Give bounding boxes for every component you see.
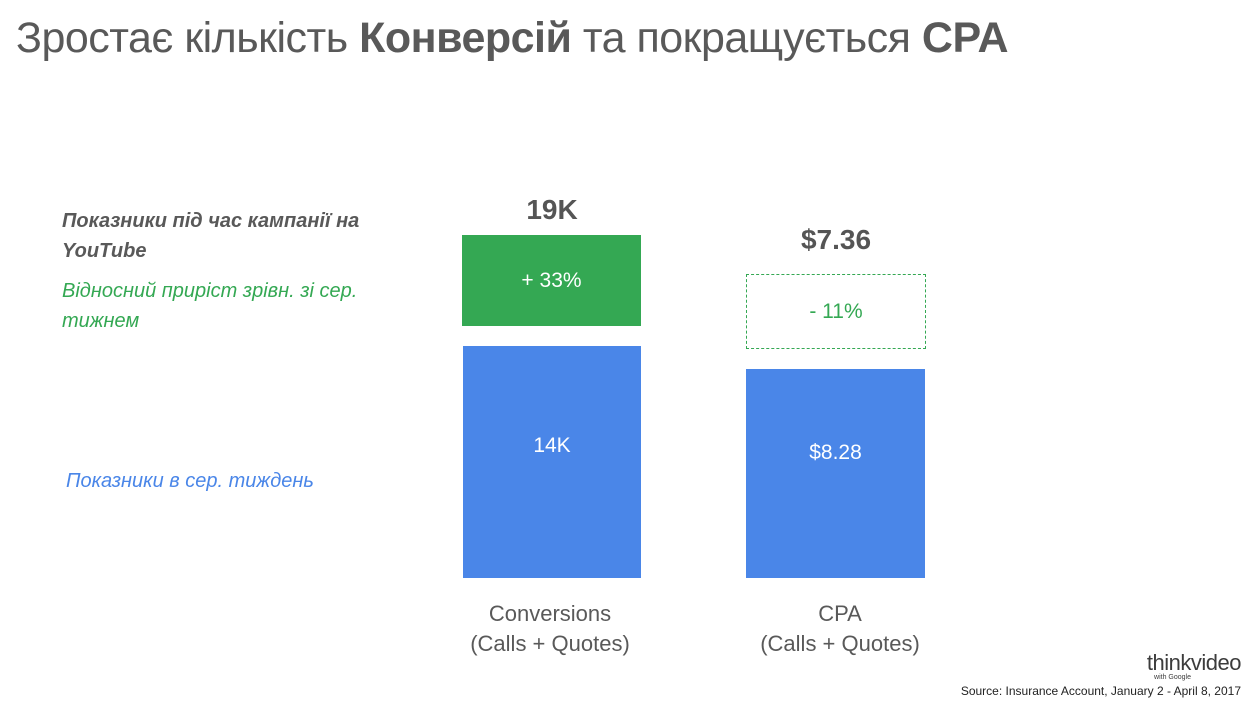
thinkvideo-logo: thinkvideo with Google — [1121, 650, 1242, 682]
cpa-decrease-bar: - 11% — [746, 274, 926, 349]
cpa-category-label: CPA (Calls + Quotes) — [720, 599, 960, 659]
conversions-growth-bar: + 33% — [462, 235, 641, 326]
conversions-category-line2: (Calls + Quotes) — [470, 631, 630, 656]
legend-growth: Відносний приріст зрівн. зі сер. тижнем — [62, 280, 358, 332]
cpa-category-line1: CPA — [818, 601, 862, 626]
title-bold-cpa: CPA — [921, 14, 1009, 62]
cpa-total-label: $7.36 — [800, 224, 872, 255]
cpa-base-label: $8.28 — [809, 441, 862, 464]
logo-sub-text: with Google — [1154, 674, 1191, 681]
conversions-base-label: 14K — [533, 434, 571, 457]
legend-campaign: Показники під час кампанії на YouTube — [62, 210, 360, 262]
cpa-base-bar: $8.28 — [746, 369, 925, 578]
page-title: Зростає кількість Конверсій та покращуєт… — [16, 14, 1236, 63]
conversions-growth-label: + 33% — [521, 268, 582, 292]
logo-main-text: thinkvideo — [1146, 650, 1242, 675]
source-note: Source: Insurance Account, January 2 - A… — [960, 684, 1241, 698]
legend-average: Показники в сер. тиждень — [66, 470, 314, 492]
title-part-1: Зростає кількість — [16, 14, 360, 62]
title-part-2: та покращується — [571, 14, 922, 62]
conversions-total-label: 19K — [526, 194, 578, 225]
cpa-decrease-label: - 11% — [809, 299, 863, 323]
conversions-category-label: Conversions (Calls + Quotes) — [430, 599, 670, 659]
title-bold-conversions: Конверсій — [359, 14, 572, 62]
conversions-base-bar: 14K — [463, 346, 641, 578]
conversions-category-line1: Conversions — [488, 601, 612, 626]
cpa-category-line2: (Calls + Quotes) — [760, 631, 920, 656]
